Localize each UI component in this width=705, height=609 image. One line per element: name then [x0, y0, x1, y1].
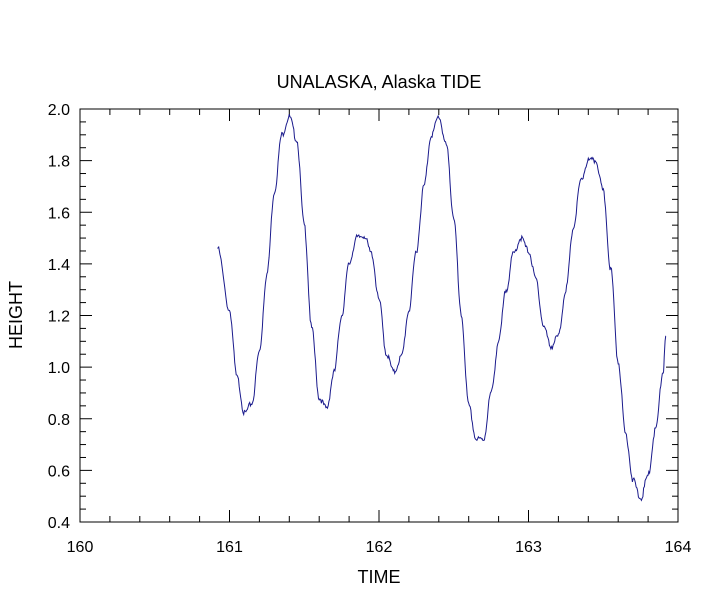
x-tick-label: 162: [366, 539, 393, 556]
y-axis-ticks: 0.4 0.6 0.8 1.0 1.2 1.4 1.6 1.8 2.0: [48, 102, 678, 532]
y-tick-label: 1.4: [48, 257, 70, 274]
y-tick-label: 1.6: [48, 205, 70, 222]
x-tick-label: 164: [665, 539, 692, 556]
y-tick-label: 1.2: [48, 309, 70, 326]
y-tick-label: 0.4: [48, 515, 70, 532]
minor-ticks: [80, 109, 678, 522]
y-tick-label: 0.8: [48, 412, 70, 429]
plot-frame: [79, 108, 679, 523]
x-tick-label: 160: [67, 539, 94, 556]
series-line: [217, 114, 667, 502]
y-tick-label: 1.0: [48, 360, 70, 377]
y-axis-label: HEIGHT: [6, 281, 26, 349]
y-tick-label: 1.8: [48, 154, 70, 171]
x-axis-ticks: 160 161 162 163 164: [67, 109, 692, 556]
y-tick-label: 2.0: [48, 102, 70, 119]
x-tick-label: 161: [216, 539, 243, 556]
chart-title: UNALASKA, Alaska TIDE: [277, 72, 482, 92]
x-axis-label: TIME: [358, 567, 401, 587]
series-layer: [217, 114, 667, 502]
x-tick-label: 163: [515, 539, 542, 556]
y-tick-label: 0.6: [48, 463, 70, 480]
